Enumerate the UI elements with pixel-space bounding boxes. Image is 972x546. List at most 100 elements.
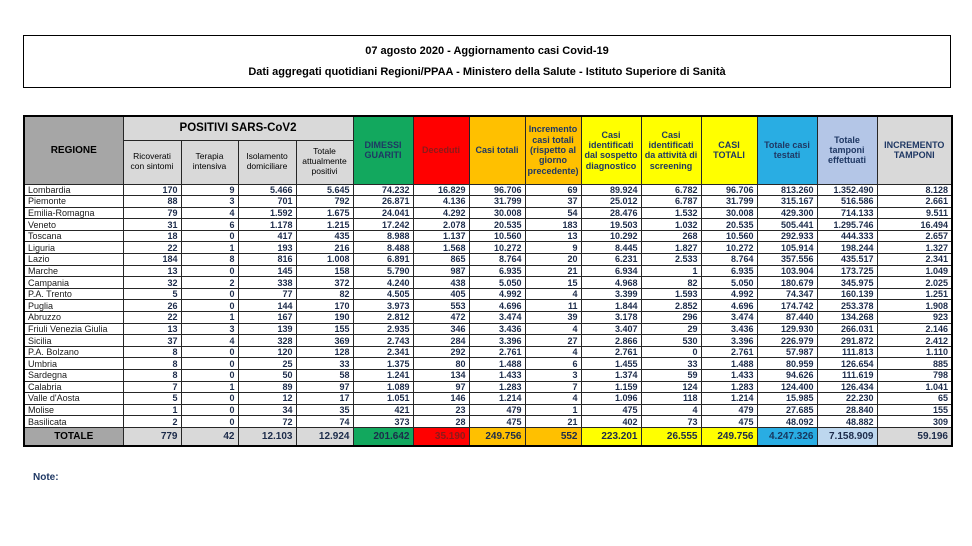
value-cell: 80: [412, 357, 470, 370]
value-cell: 328: [237, 334, 297, 347]
value-cell: 429.300: [756, 206, 818, 220]
value-cell: 345.975: [816, 276, 878, 289]
value-cell: 50: [237, 369, 297, 382]
header-attivita-screening: Casi identificati da attività di screeni…: [640, 115, 702, 185]
value-cell: 7: [524, 380, 582, 394]
value-cell: 6.782: [640, 183, 702, 197]
total-value-cell: 249.756: [468, 426, 526, 448]
value-cell: 0: [180, 299, 239, 313]
region-name: Calabria: [23, 380, 124, 394]
header-group-positivi: POSITIVI SARS-CoV2: [122, 115, 354, 141]
value-cell: 20.535: [700, 218, 758, 231]
value-cell: 0: [180, 287, 239, 301]
value-cell: 89: [237, 380, 297, 394]
region-name: P.A. Trento: [23, 287, 124, 301]
total-value-cell: 59.196: [876, 426, 953, 448]
value-cell: 12: [237, 392, 297, 405]
table-row: Sicilia 37 4 328 369 2.743 284 3.396 27 2.866 530 3…: [23, 334, 953, 347]
value-cell: 1.110: [876, 345, 953, 359]
value-cell: 1: [180, 380, 239, 394]
value-cell: 923: [876, 311, 953, 324]
region-name: Abruzzo: [23, 311, 124, 324]
value-cell: 435: [295, 229, 354, 243]
value-cell: 9: [524, 241, 582, 255]
value-cell: 6.787: [640, 195, 702, 208]
value-cell: 2.146: [876, 322, 953, 336]
value-cell: 2.866: [580, 334, 642, 347]
value-cell: 6.891: [352, 253, 414, 266]
value-cell: 2.657: [876, 229, 953, 243]
region-name: Veneto: [23, 218, 124, 231]
value-cell: 4.292: [412, 206, 470, 220]
table-row: Marche 13 0 145 158 5.790 987 6.935 21 6.934 1 6.93…: [23, 264, 953, 278]
value-cell: 8.128: [876, 183, 953, 197]
value-cell: 4.696: [468, 299, 526, 313]
value-cell: 253.378: [816, 299, 878, 313]
value-cell: 4: [180, 334, 239, 347]
value-cell: 3.436: [700, 322, 758, 336]
value-cell: 309: [876, 415, 953, 428]
value-cell: 21: [524, 415, 582, 428]
value-cell: 3: [180, 195, 239, 208]
total-value-cell: 7.158.909: [816, 426, 878, 448]
value-cell: 284: [412, 334, 470, 347]
value-cell: 1.433: [700, 369, 758, 382]
value-cell: 15.985: [756, 392, 818, 405]
region-name: Molise: [23, 403, 124, 417]
value-cell: 8: [122, 345, 182, 359]
value-cell: 27: [524, 334, 582, 347]
value-cell: 111.619: [816, 369, 878, 382]
value-cell: 1: [122, 403, 182, 417]
value-cell: 5.050: [468, 276, 526, 289]
covid-data-table: REGIONE POSITIVI SARS-CoV2 DIMESSI GUARI…: [23, 115, 953, 448]
value-cell: 798: [876, 369, 953, 382]
value-cell: 2.341: [352, 345, 414, 359]
value-cell: 28.840: [816, 403, 878, 417]
header-casi-totali: Casi totali: [468, 115, 526, 185]
table-row: Toscana 18 0 417 435 8.988 1.137 10.560 13 10.292…: [23, 229, 953, 243]
value-cell: 0: [180, 369, 239, 382]
value-cell: 8.488: [352, 241, 414, 255]
value-cell: 3.396: [700, 334, 758, 347]
value-cell: 25.012: [580, 195, 642, 208]
value-cell: 28.476: [580, 206, 642, 220]
value-cell: 183: [524, 218, 582, 231]
table-row: P.A. Bolzano 8 0 120 128 2.341 292 2.761 4 2.761 0…: [23, 345, 953, 359]
value-cell: 2.761: [468, 345, 526, 359]
value-cell: 2.761: [700, 345, 758, 359]
value-cell: 315.167: [756, 195, 818, 208]
region-name: Lombardia: [23, 183, 124, 197]
value-cell: 3: [524, 369, 582, 382]
value-cell: 0: [180, 229, 239, 243]
value-cell: 21: [524, 264, 582, 278]
value-cell: 5.466: [237, 183, 297, 197]
value-cell: 26.871: [352, 195, 414, 208]
value-cell: 37: [524, 195, 582, 208]
value-cell: 0: [180, 403, 239, 417]
value-cell: 19.503: [580, 218, 642, 231]
value-cell: 94.626: [756, 369, 818, 382]
value-cell: 128: [295, 345, 354, 359]
value-cell: 82: [640, 276, 702, 289]
value-cell: 865: [412, 253, 470, 266]
value-cell: 1.532: [640, 206, 702, 220]
value-cell: 11: [524, 299, 582, 313]
table-row: Campania 32 2 338 372 4.240 438 5.050 15 4.968 82 5…: [23, 276, 953, 289]
value-cell: 3: [180, 322, 239, 336]
value-cell: 2.078: [412, 218, 470, 231]
total-value-cell: 12.924: [295, 426, 354, 448]
value-cell: 145: [237, 264, 297, 278]
value-cell: 10.560: [468, 229, 526, 243]
value-cell: 97: [412, 380, 470, 394]
value-cell: 24.041: [352, 206, 414, 220]
value-cell: 1.295.746: [816, 218, 878, 231]
value-cell: 1.041: [876, 380, 953, 394]
value-cell: 475: [700, 415, 758, 428]
value-cell: 792: [295, 195, 354, 208]
value-cell: 198.244: [816, 241, 878, 255]
value-cell: 1.455: [580, 357, 642, 370]
value-cell: 158: [295, 264, 354, 278]
value-cell: 1.908: [876, 299, 953, 313]
value-cell: 1.251: [876, 287, 953, 301]
value-cell: 69: [524, 183, 582, 197]
